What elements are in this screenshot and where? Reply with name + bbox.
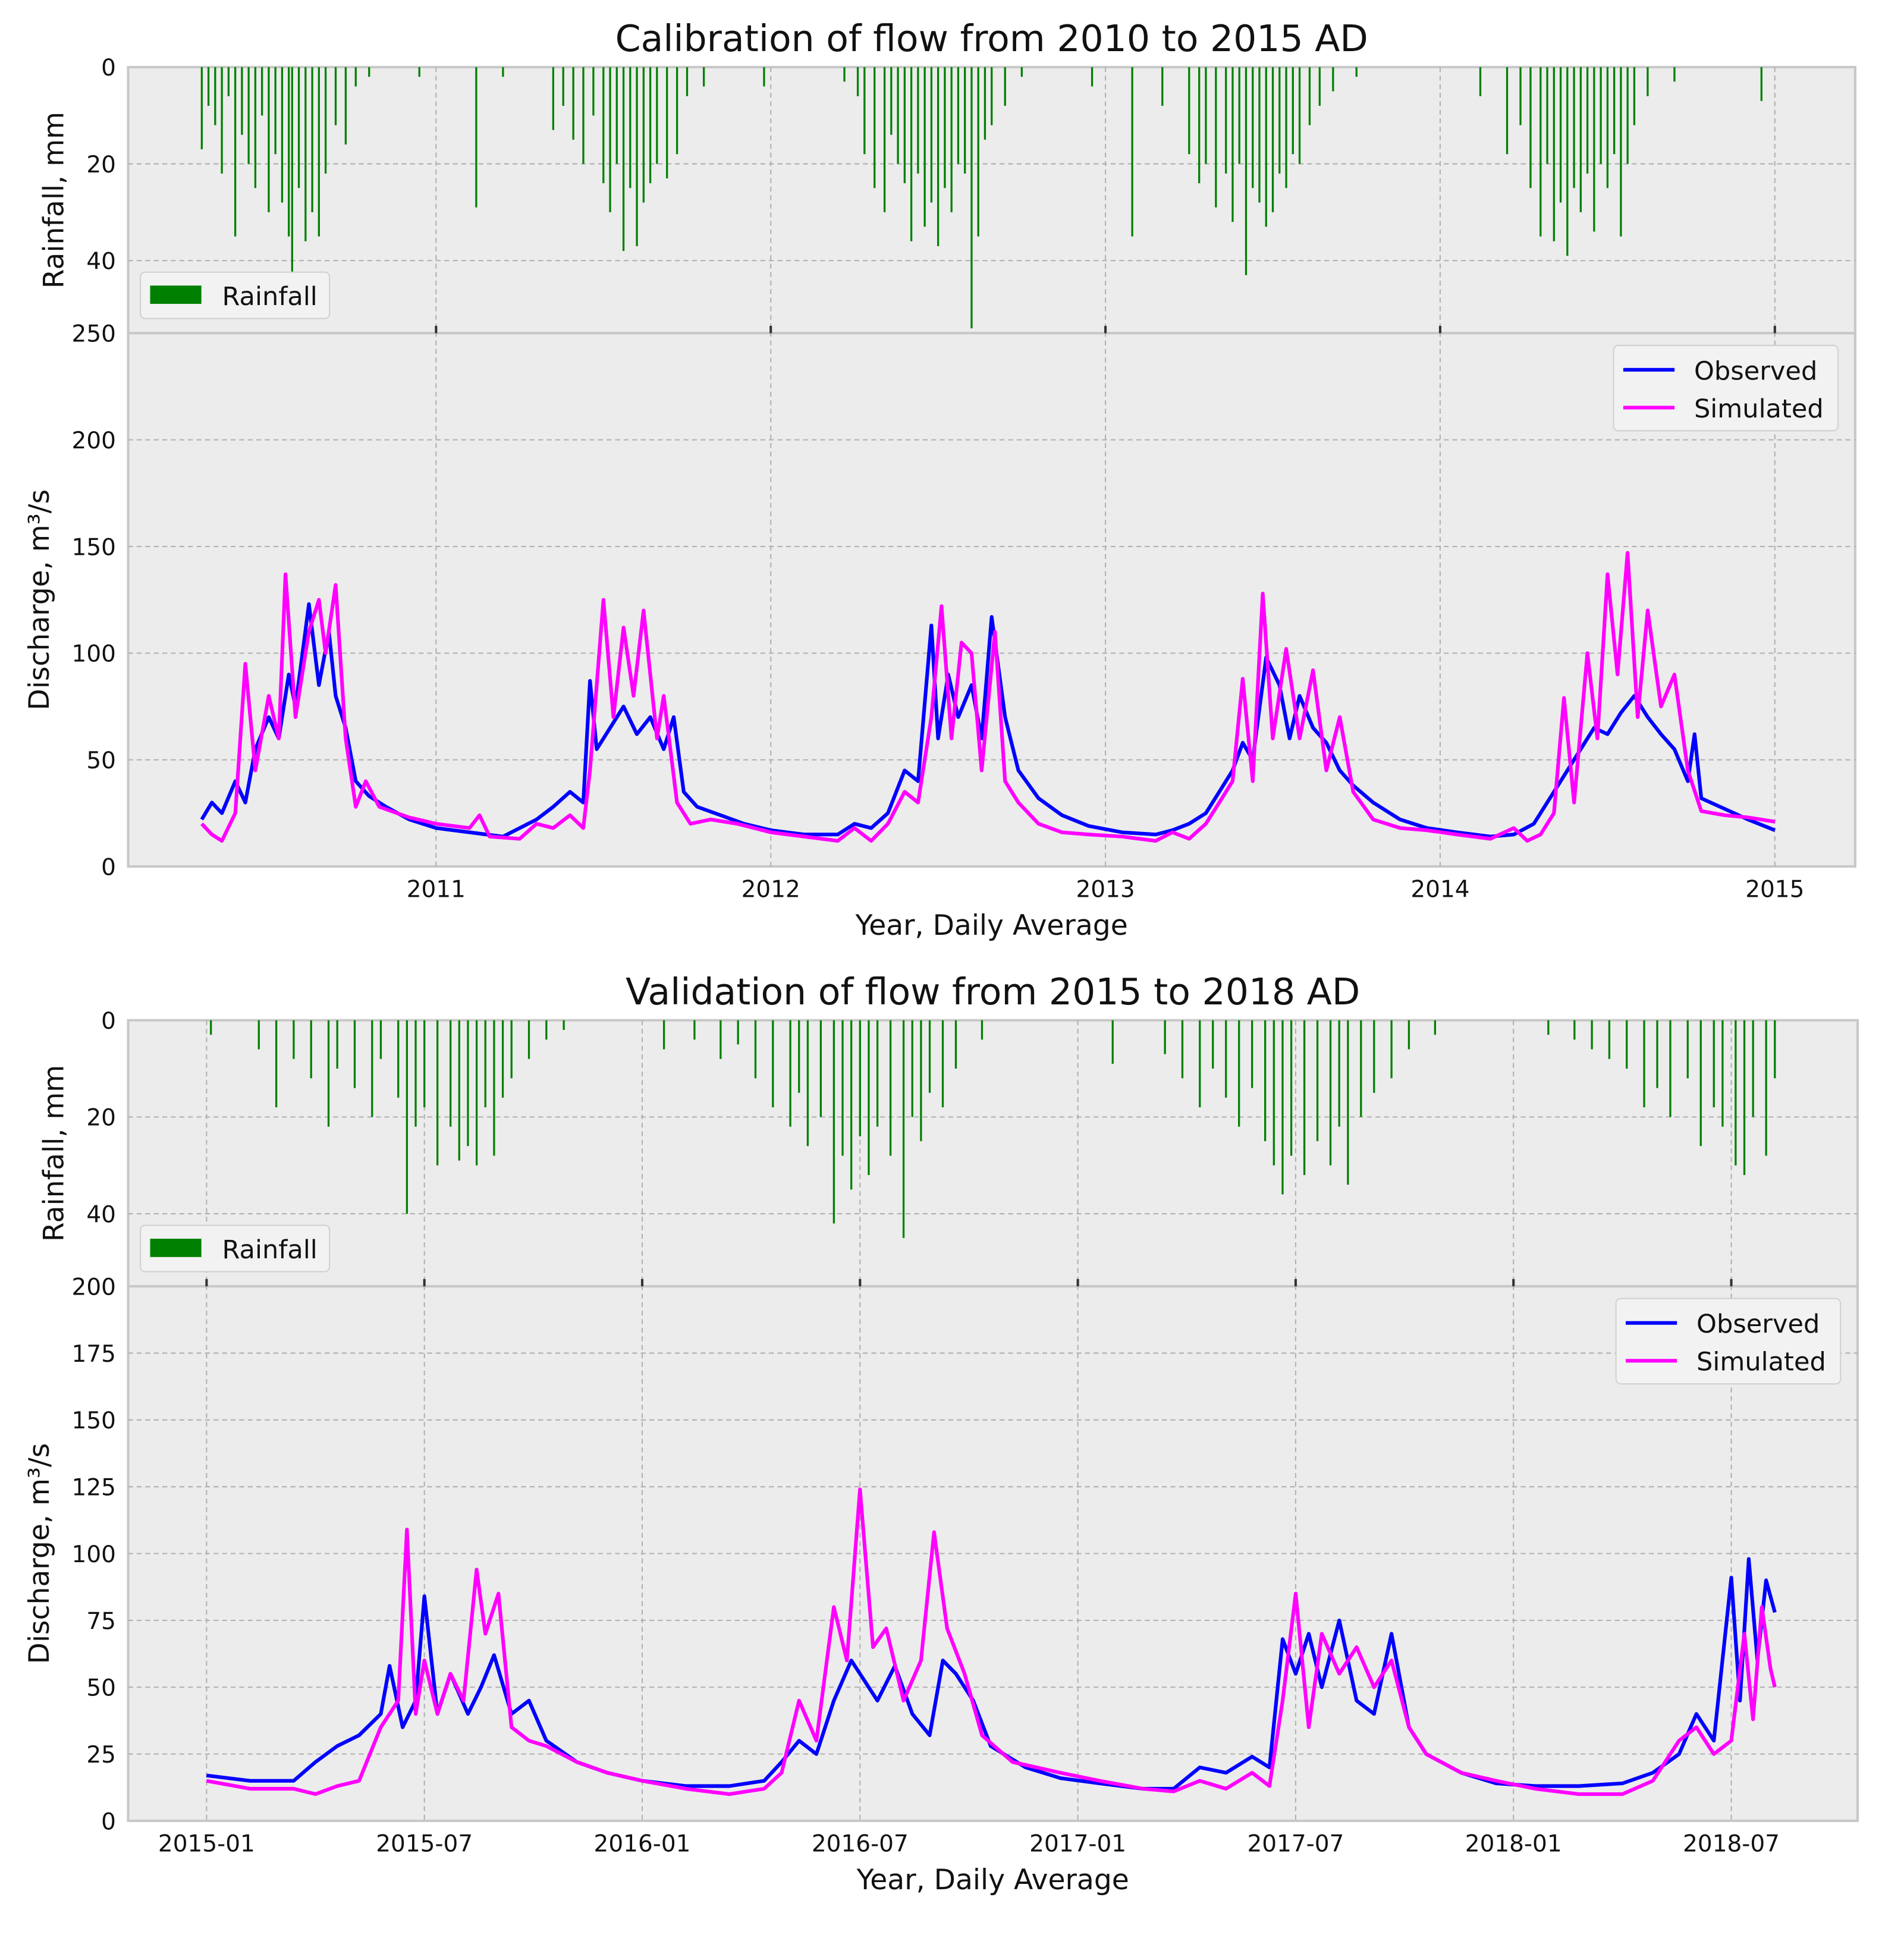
simulated-line (200, 551, 1776, 843)
chart-title: Calibration of flow from 2010 to 2015 AD (615, 17, 1368, 60)
rainfall-legend-label: Rainfall (222, 1235, 318, 1265)
x-tick-label: 2015-01 (158, 1830, 255, 1857)
x-tick-label: 2015-07 (376, 1830, 473, 1857)
rainfall-legend-label: Rainfall (222, 282, 318, 312)
x-tick-label: 2018-07 (1683, 1830, 1780, 1857)
legend-label-observed: Observed (1694, 356, 1817, 386)
x-axis-label: Year, Daily Average (856, 1864, 1129, 1896)
legend-label-simulated: Simulated (1696, 1348, 1826, 1377)
x-tick-label: 2012 (742, 876, 800, 903)
y-tick-label: 175 (72, 1341, 116, 1368)
validation-chart: 2015-01 2015-07 2016-01 2016-07 2017-01 2017-… (23, 970, 1859, 1896)
rain-y-tick-label: 20 (86, 152, 116, 178)
rainfall-legend (140, 1224, 331, 1273)
y-tick-label: 0 (101, 1808, 116, 1835)
y-tick-label: 50 (86, 747, 116, 774)
rain-y-tick-label: 0 (101, 1008, 116, 1035)
y-tick-label: 250 (72, 321, 116, 348)
rain-y-tick-label: 20 (86, 1105, 116, 1132)
y-tick-label: 125 (72, 1475, 116, 1502)
rainfall-legend-swatch (150, 1239, 202, 1257)
y-tick-label: 200 (72, 428, 116, 454)
x-tick-label: 2014 (1410, 876, 1469, 903)
y-tick-label: 0 (101, 854, 116, 881)
y-tick-label: 100 (72, 1541, 116, 1568)
discharge-axes (127, 332, 1856, 868)
x-tick-label: 2017-01 (1029, 1830, 1126, 1857)
rainfall-legend (140, 271, 331, 319)
y-tick-label: 150 (72, 534, 116, 561)
x-tick-label: 2016-01 (594, 1830, 691, 1857)
y-tick-label: 150 (72, 1408, 116, 1434)
x-axis-label: Year, Daily Average (855, 909, 1128, 942)
discharge-y-axis-label: Discharge, m³/s (23, 489, 56, 711)
rain-y-axis-label: Rainfall, mm (38, 112, 71, 288)
rain-y-tick-label: 40 (86, 249, 116, 275)
calibration-chart: 2011 2012 2013 2014 2015 0 20 40 0 50 100 150 200 250… (23, 17, 1856, 942)
chart-title: Validation of flow from 2015 to 2018 AD (626, 970, 1360, 1013)
x-tick-label: 2013 (1076, 876, 1135, 903)
rainfall-legend-swatch (150, 285, 202, 304)
x-tick-label: 2011 (407, 876, 466, 903)
x-tick-label: 2017-07 (1247, 1830, 1344, 1857)
x-tick-label: 2016-07 (812, 1830, 909, 1857)
simulated-line (206, 1487, 1777, 1796)
legend-label-simulated: Simulated (1694, 394, 1824, 424)
rainfall-axes (127, 1019, 1859, 1288)
legend-label-observed: Observed (1696, 1309, 1820, 1339)
discharge-y-axis-label: Discharge, m³/s (23, 1443, 56, 1664)
y-tick-label: 75 (86, 1608, 116, 1635)
y-tick-label: 200 (72, 1274, 116, 1301)
x-tick-label: 2015 (1745, 876, 1804, 903)
x-tick-label: 2018-01 (1465, 1830, 1562, 1857)
y-tick-label: 50 (86, 1675, 116, 1702)
rain-y-tick-label: 0 (101, 55, 116, 81)
y-tick-label: 25 (86, 1742, 116, 1769)
rain-y-tick-label: 40 (86, 1201, 116, 1228)
y-tick-label: 100 (72, 641, 116, 668)
rain-y-axis-label: Rainfall, mm (38, 1065, 71, 1242)
